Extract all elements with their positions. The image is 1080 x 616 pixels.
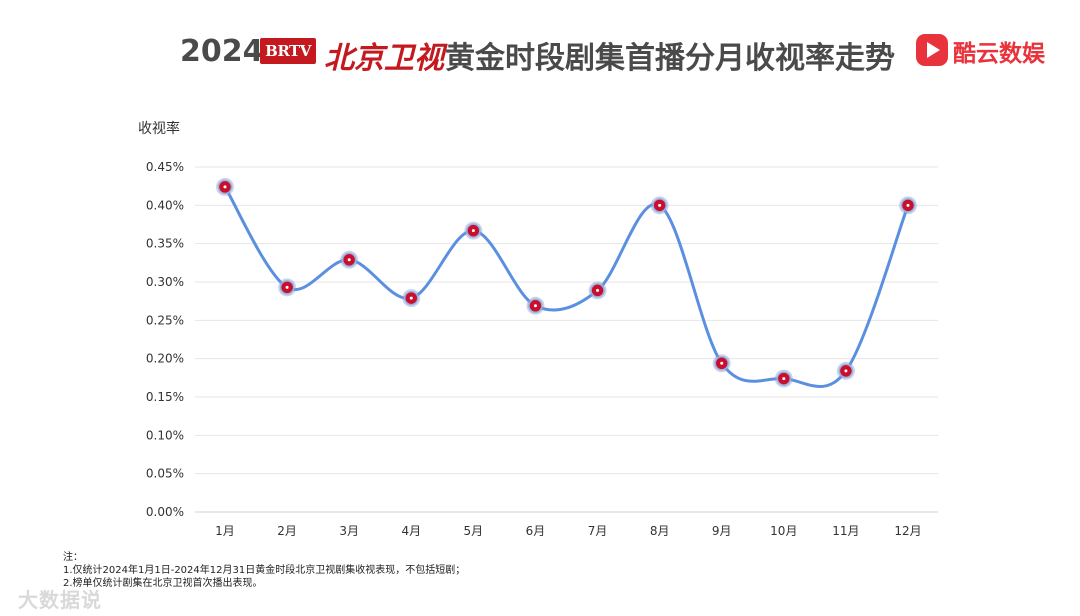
y-tick-label: 0.45%	[146, 160, 184, 174]
x-tick-label: 11月	[832, 524, 859, 538]
x-tick-label: 12月	[894, 524, 921, 538]
data-point	[402, 289, 421, 308]
data-point	[899, 196, 917, 215]
data-point	[278, 278, 297, 297]
data-point	[588, 281, 607, 300]
x-tick-label: 1月	[215, 524, 235, 538]
footnote-title: 注：	[63, 552, 83, 563]
x-tick-label: 8月	[650, 524, 670, 538]
data-point	[774, 369, 793, 388]
data-point	[836, 361, 855, 380]
title-channel: 北京卫视	[324, 41, 444, 76]
x-tick-label: 3月	[339, 524, 359, 538]
y-tick-label: 0.35%	[146, 237, 184, 251]
title-text: 黄金时段剧集首播分月收视率走势	[445, 41, 895, 76]
brand-name: 酷云数娱	[953, 41, 1045, 67]
x-tick-label: 6月	[526, 524, 546, 538]
data-point	[712, 354, 731, 373]
y-tick-label: 0.15%	[146, 390, 184, 404]
y-tick-label: 0.40%	[146, 198, 184, 212]
data-point	[650, 196, 669, 215]
watermark: 大数据说	[18, 588, 102, 612]
chart-title: 2024 BRTV 北京卫视 黄金时段剧集首播分月收视率走势 酷云数娱	[0, 28, 1080, 78]
footnote-2: 2.榜单仅统计剧集在北京卫视首次播出表现。	[63, 578, 263, 589]
x-tick-label: 7月	[588, 524, 608, 538]
data-points	[216, 177, 917, 388]
y-tick-label: 0.25%	[146, 313, 184, 327]
data-point	[464, 221, 483, 240]
x-tick-label: 10月	[770, 524, 797, 538]
y-tick-labels: 0.00% 0.05% 0.10% 0.15% 0.20% 0.25% 0.30% 0.35%…	[146, 160, 184, 519]
brtv-logo: BRTV	[260, 38, 316, 64]
x-tick-label: 2月	[277, 524, 297, 538]
series-line	[223, 186, 910, 388]
x-tick-label: 5月	[464, 524, 484, 538]
y-tick-label: 0.10%	[146, 428, 184, 442]
x-tick-label: 4月	[401, 524, 421, 538]
y-tick-label: 0.30%	[146, 275, 184, 289]
x-tick-labels: 1月 2月 3月 4月 5月 6月 7月 8月 9月 10月 11月 12月	[215, 524, 921, 538]
y-tick-label: 0.00%	[146, 505, 184, 519]
y-axis-label: 收视率	[138, 120, 180, 137]
footnotes: 注： 1.仅统计2024年1月1日-2024年12月31日黄金时段北京卫视剧集收…	[63, 551, 465, 590]
data-point	[216, 177, 234, 196]
play-triangle-icon	[916, 34, 948, 66]
data-point	[340, 250, 359, 269]
title-year: 2024	[180, 34, 264, 69]
footnote-1: 1.仅统计2024年1月1日-2024年12月31日黄金时段北京卫视剧集收视表现…	[63, 565, 466, 576]
x-tick-label: 9月	[712, 524, 732, 538]
grid-lines	[195, 166, 938, 513]
y-tick-label: 0.20%	[146, 352, 184, 366]
y-tick-label: 0.05%	[146, 467, 184, 481]
data-point	[526, 296, 545, 315]
